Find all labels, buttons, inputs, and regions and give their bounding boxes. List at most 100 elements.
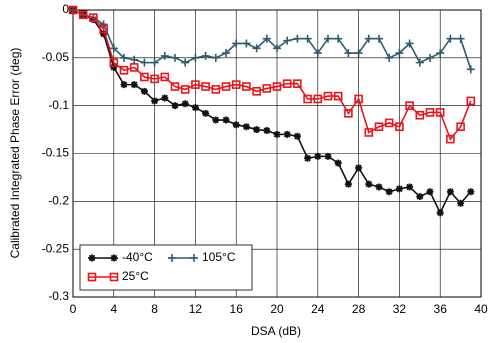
marker [151, 97, 159, 105]
legend-marker [168, 254, 176, 262]
marker [456, 34, 465, 43]
marker [109, 58, 119, 67]
marker [161, 94, 169, 102]
y-tick-label: -0.1 [48, 98, 69, 112]
marker [375, 34, 383, 43]
marker [109, 44, 118, 53]
marker [375, 183, 383, 191]
x-tick-label: 20 [270, 302, 284, 316]
marker [78, 10, 88, 20]
x-tick-label: 24 [311, 302, 325, 316]
series-line [72, 9, 472, 215]
y-tick-label: -0.05 [42, 50, 70, 64]
marker [120, 81, 128, 89]
marker [436, 209, 444, 217]
marker [191, 53, 200, 62]
x-tick-label: 16 [230, 302, 244, 316]
marker [303, 94, 312, 104]
marker [416, 193, 424, 201]
marker [293, 34, 302, 43]
marker [89, 13, 98, 22]
y-tick-label: -0.3 [48, 289, 69, 303]
marker [313, 94, 323, 104]
marker [314, 152, 322, 160]
marker [262, 34, 271, 43]
marker [426, 188, 434, 196]
x-tick-label: 0 [70, 302, 77, 316]
marker [466, 65, 475, 74]
series-line [72, 9, 472, 70]
legend-marker [87, 272, 97, 282]
marker [242, 123, 250, 131]
marker [467, 188, 475, 196]
marker [171, 102, 179, 110]
marker [160, 51, 169, 60]
marker [119, 65, 129, 75]
marker [222, 49, 230, 58]
marker [129, 63, 139, 72]
marker [425, 108, 435, 117]
series-line [72, 9, 472, 141]
marker [222, 116, 230, 124]
marker [201, 51, 210, 60]
marker [99, 24, 108, 34]
marker [456, 122, 465, 132]
legend-label: 105°C [202, 250, 236, 264]
marker [293, 79, 302, 88]
legend-marker [190, 254, 198, 262]
marker [191, 104, 199, 112]
legend-marker [88, 254, 96, 262]
marker [344, 49, 353, 58]
marker [130, 81, 138, 89]
marker [110, 63, 118, 71]
marker [323, 91, 333, 101]
legend-marker [109, 272, 119, 282]
x-tick-label: 8 [151, 302, 158, 316]
marker [334, 159, 342, 167]
legend-marker [110, 254, 118, 262]
marker [293, 132, 301, 140]
marker [446, 134, 455, 144]
marker [160, 72, 170, 82]
plot-frame [72, 9, 482, 298]
marker [273, 44, 281, 53]
marker [263, 127, 271, 135]
marker [170, 82, 180, 91]
marker [212, 116, 220, 124]
marker [365, 180, 373, 188]
marker [171, 53, 179, 62]
marker [68, 5, 78, 15]
marker [466, 96, 476, 106]
marker [180, 85, 190, 94]
x-tick-label: 36 [434, 302, 448, 316]
legend-label: 25°C [122, 269, 149, 283]
marker [333, 91, 343, 101]
marker [344, 180, 352, 188]
marker [150, 58, 159, 67]
marker [405, 39, 414, 48]
x-tick-label: 12 [189, 302, 203, 316]
y-tick-label: -0.2 [48, 194, 69, 208]
marker [242, 39, 251, 48]
marker [181, 58, 190, 67]
marker [242, 82, 251, 91]
marker [253, 126, 261, 134]
marker [324, 34, 332, 43]
marker [415, 58, 424, 67]
x-tick-label: 32 [393, 302, 407, 316]
marker [140, 58, 149, 67]
x-axis-label: DSA (dB) [251, 324, 301, 338]
marker [140, 87, 148, 95]
marker [334, 34, 343, 43]
marker [202, 109, 210, 117]
marker [406, 183, 414, 191]
marker [130, 55, 139, 64]
marker [364, 34, 373, 43]
marker [385, 53, 394, 62]
marker [191, 80, 200, 89]
marker [354, 94, 363, 104]
marker [436, 49, 445, 58]
marker [273, 130, 281, 138]
marker [405, 101, 414, 110]
marker [395, 49, 404, 58]
